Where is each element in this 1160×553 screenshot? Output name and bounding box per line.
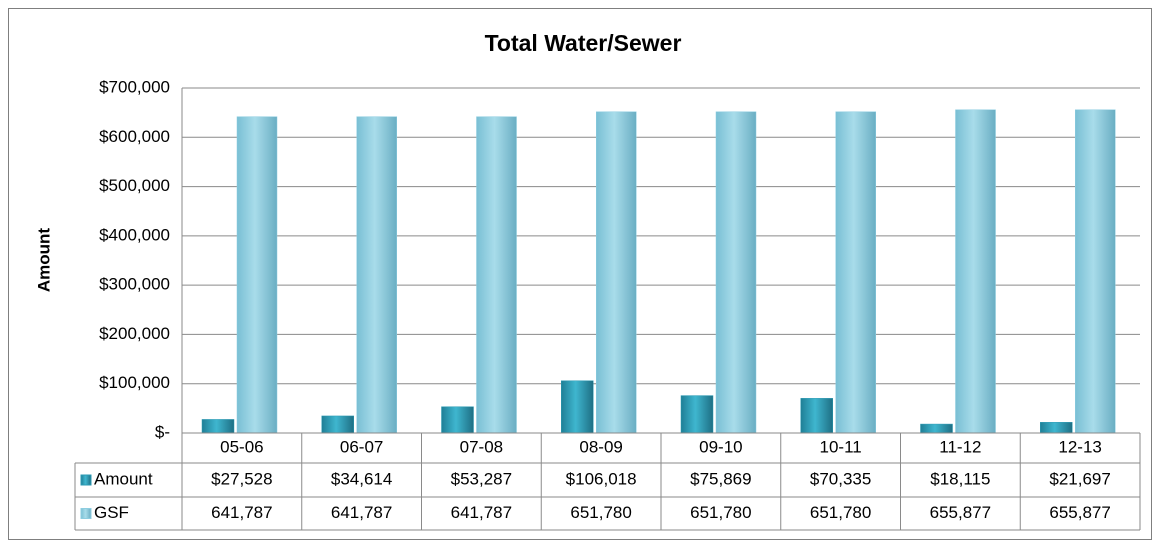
bar (596, 111, 637, 434)
table-value: 655,877 (1049, 503, 1110, 522)
y-tick-label: $400,000 (99, 225, 170, 244)
bar (441, 406, 474, 434)
table-value: 651,780 (570, 503, 631, 522)
x-tick-label: 06-07 (340, 437, 383, 456)
bar (476, 116, 517, 434)
y-axis-label: Amount (34, 228, 53, 293)
y-tick-label: $300,000 (99, 275, 170, 294)
bar (236, 116, 278, 434)
table-value: 651,780 (810, 503, 871, 522)
x-tick-label: 12-13 (1058, 437, 1101, 456)
bar (715, 111, 757, 434)
table-value: $106,018 (566, 469, 637, 488)
y-tick-label: $200,000 (99, 324, 170, 343)
y-tick-label: $600,000 (99, 127, 170, 146)
table-value: $53,287 (451, 469, 512, 488)
bar (800, 398, 833, 434)
legend-label: GSF (94, 503, 129, 522)
x-tick-label: 09-10 (699, 437, 742, 456)
x-tick-label: 05-06 (220, 437, 263, 456)
bar (201, 419, 235, 434)
y-tick-label: $700,000 (99, 77, 170, 96)
bar (920, 423, 953, 434)
y-tick-label: $100,000 (99, 373, 170, 392)
table-value: $70,335 (810, 469, 871, 488)
bar (955, 109, 996, 434)
table-value: $18,115 (930, 469, 990, 488)
bar (1040, 422, 1073, 434)
x-tick-label: 07-08 (460, 437, 503, 456)
table-value: 641,787 (211, 503, 272, 522)
table-value: 641,787 (331, 503, 392, 522)
table-value: 641,787 (451, 503, 512, 522)
table-value: 655,877 (930, 503, 991, 522)
legend-swatch (80, 474, 92, 486)
bar (1075, 109, 1116, 434)
table-value: $27,528 (211, 469, 272, 488)
x-tick-label: 11-12 (939, 437, 981, 456)
bar (680, 395, 714, 434)
table-value: $21,697 (1049, 469, 1110, 488)
table-value: 651,780 (690, 503, 751, 522)
y-tick-label: $500,000 (99, 176, 170, 195)
table-value: $75,869 (690, 469, 751, 488)
legend-label: Amount (94, 469, 153, 488)
legend-swatch (80, 508, 92, 519)
x-tick-label: 08-09 (579, 437, 622, 456)
bar (561, 380, 594, 434)
x-tick-label: 10-11 (820, 437, 862, 456)
y-tick-label: $- (155, 422, 170, 441)
table-value: $34,614 (331, 469, 392, 488)
bar (356, 116, 397, 434)
bar (321, 415, 354, 434)
bar (835, 111, 876, 434)
chart-title: Total Water/Sewer (485, 30, 682, 56)
